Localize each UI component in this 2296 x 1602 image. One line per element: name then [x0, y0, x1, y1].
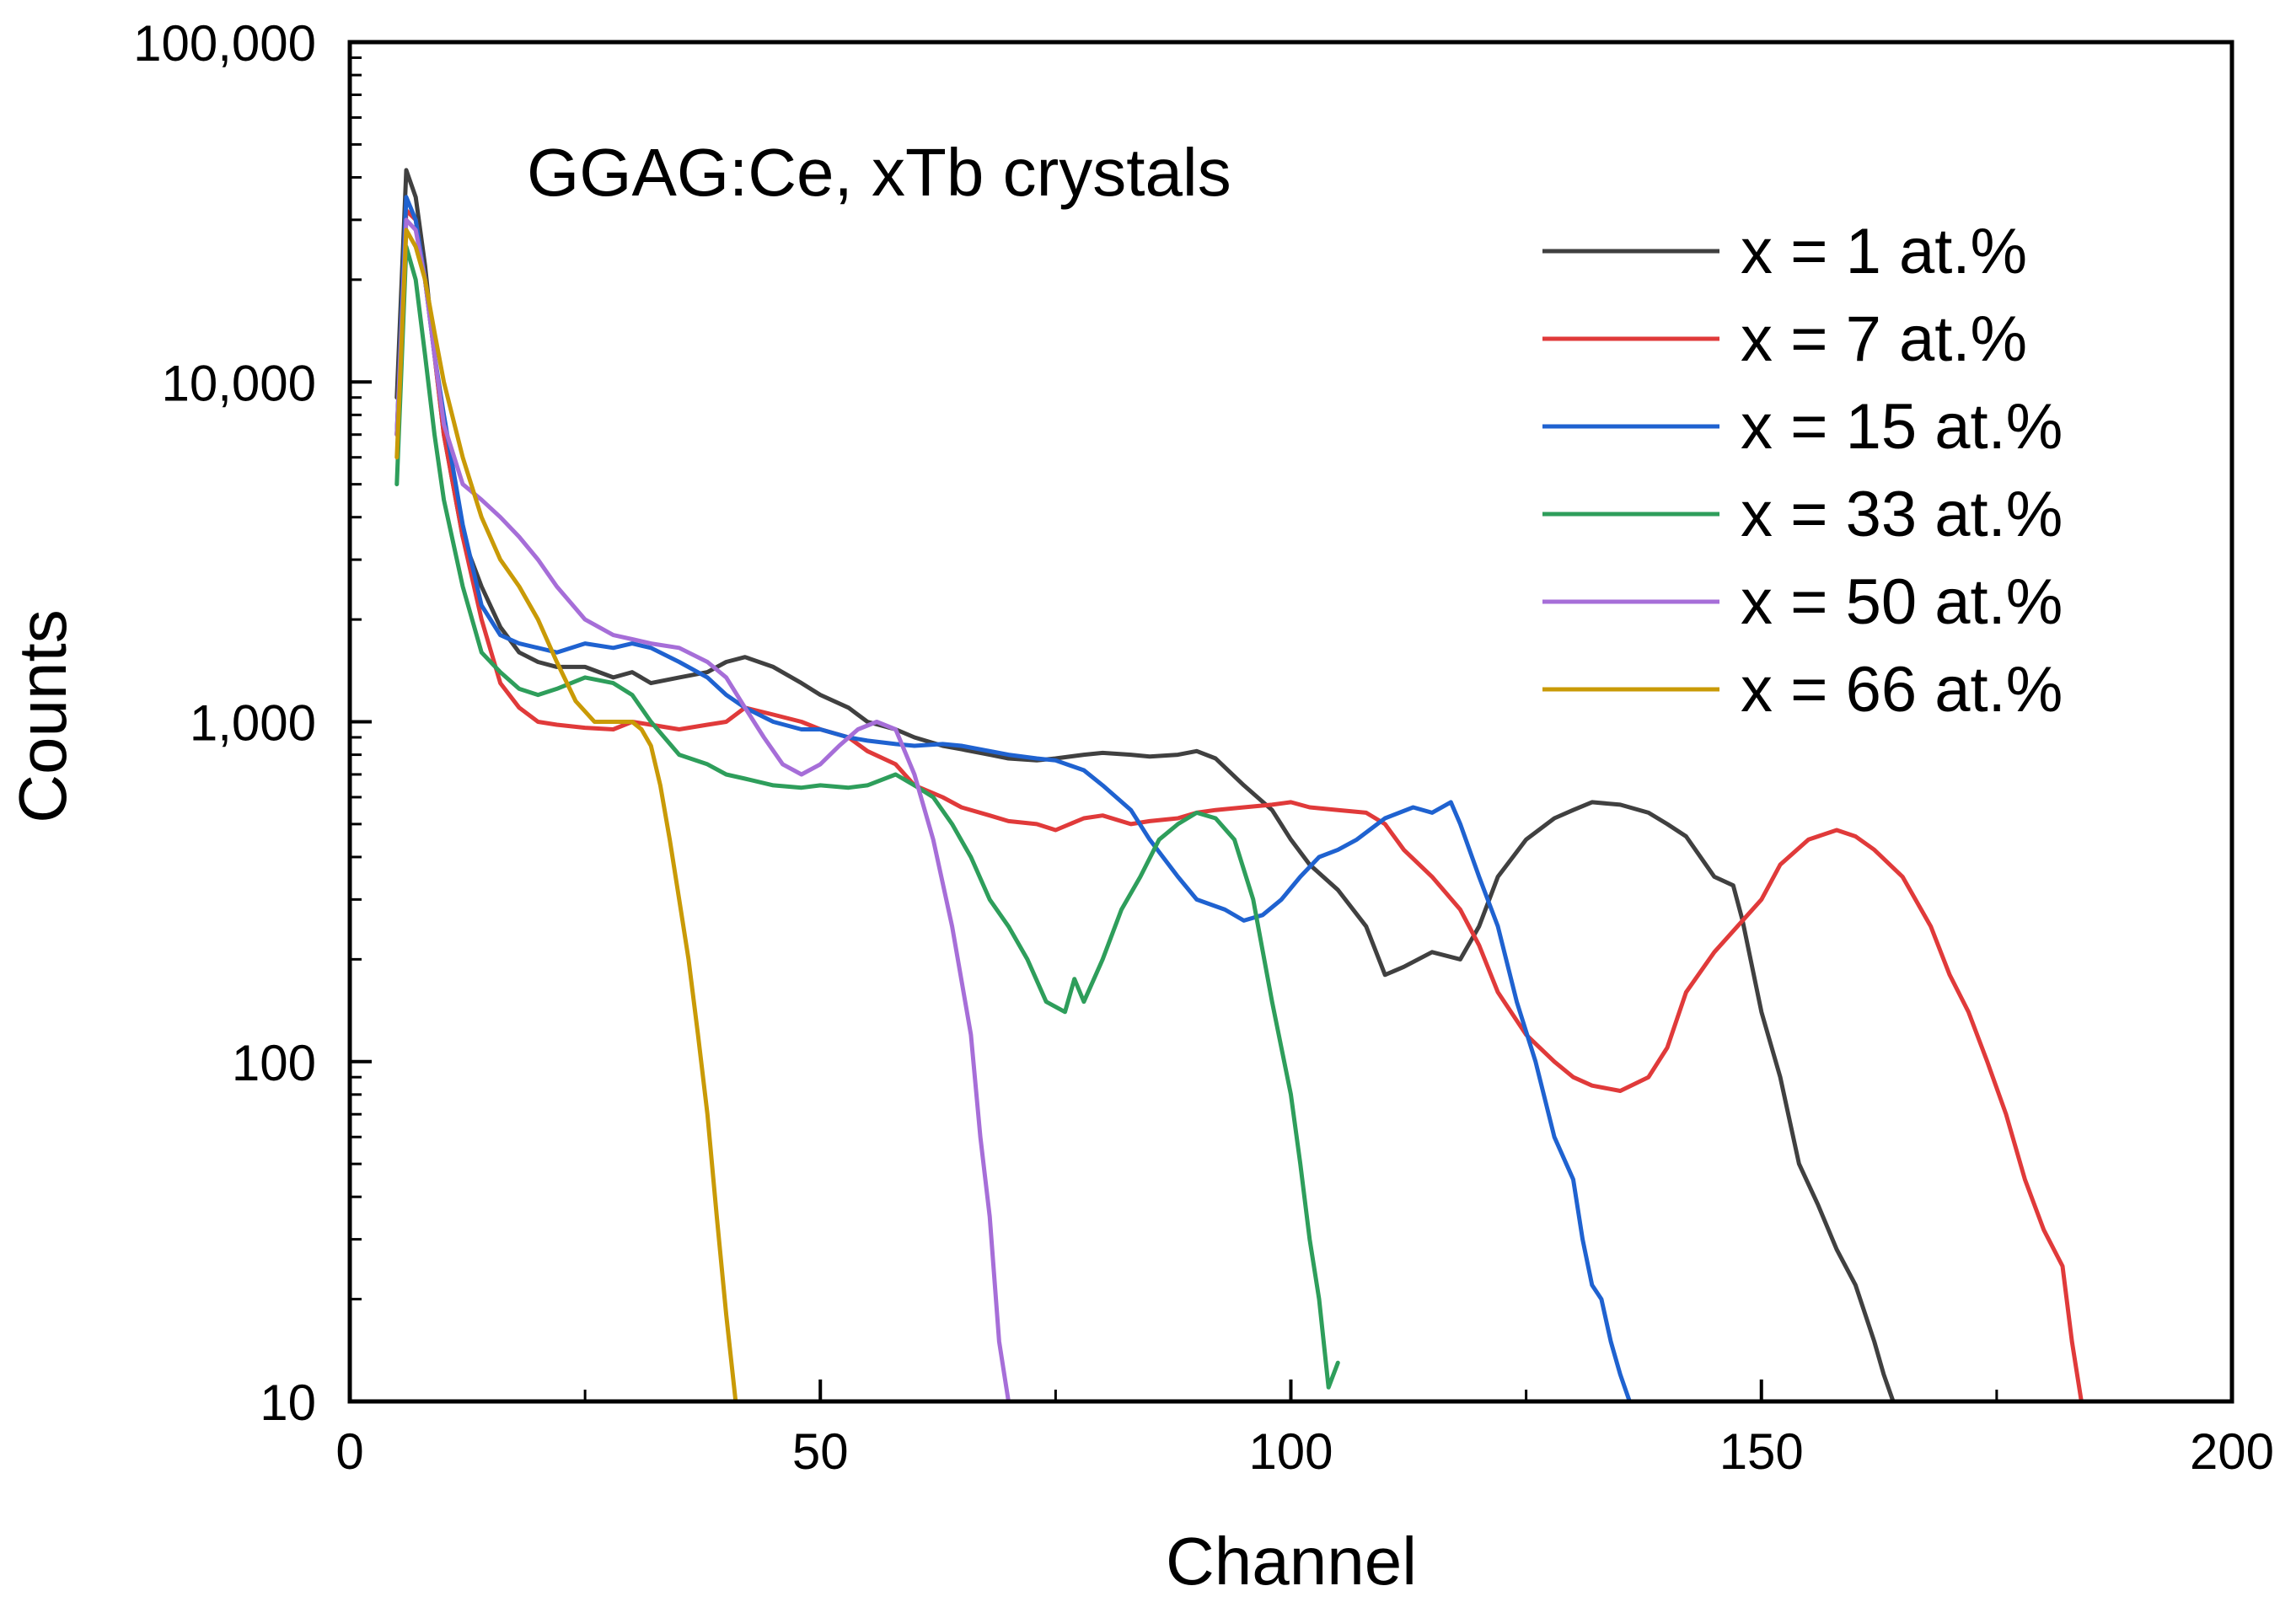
x-tick-label: 0: [335, 1423, 363, 1480]
y-tick-label: 100: [232, 1035, 316, 1091]
legend-label-2: x = 7 at.%: [1741, 303, 2027, 375]
series-line-2: [394, 208, 2084, 1404]
x-tick-label: 150: [1719, 1423, 1804, 1480]
chart-annotation: GGAG:Ce, xTb crystals: [527, 135, 1231, 210]
x-axis-title: Channel: [1166, 1524, 1417, 1599]
plot-frame: [347, 40, 2234, 1404]
legend-label-1: x = 1 at.%: [1741, 216, 2027, 287]
y-axis-title: Counts: [5, 609, 80, 822]
legend-label-3: x = 15 at.%: [1741, 391, 2063, 463]
tick-labels-layer: 0 50 100 150 200 10 100 1,000 10,000 100,000: [133, 15, 2274, 1480]
legend: x = 1 at.% x = 7 at.% x = 15 at.% x = 33 at…: [1542, 216, 2063, 726]
legend-label-6: x = 66 at.%: [1741, 654, 2063, 726]
y-tick-label: 10: [260, 1374, 316, 1431]
series-line-1: [394, 168, 1896, 1404]
y-tick-label: 100,000: [133, 15, 316, 72]
legend-label-5: x = 50 at.%: [1741, 566, 2063, 638]
legend-label-4: x = 33 at.%: [1741, 479, 2063, 550]
x-tick-label: 200: [2190, 1423, 2274, 1480]
series-layer: [394, 168, 2084, 1404]
series-line-4: [394, 244, 1340, 1390]
series-line-5: [394, 217, 1011, 1404]
y-tick-label: 10,000: [161, 355, 316, 411]
series-line-3: [394, 195, 1632, 1404]
x-tick-label: 50: [792, 1423, 849, 1480]
x-tick-label: 100: [1248, 1423, 1333, 1480]
series-line-6: [394, 228, 738, 1404]
y-tick-label: 1,000: [190, 695, 316, 752]
